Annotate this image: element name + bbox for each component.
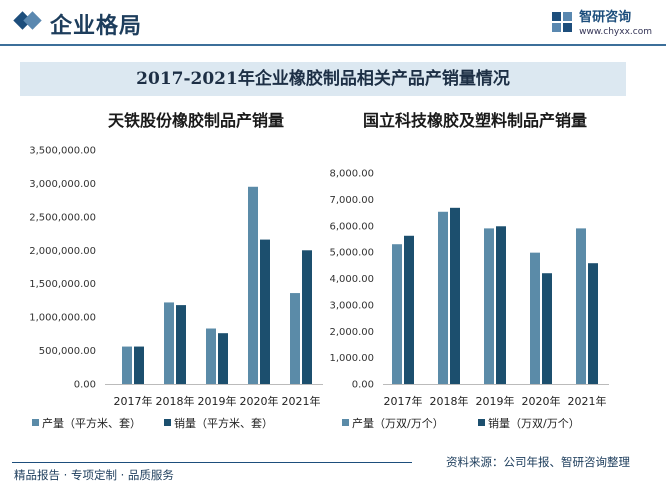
chart1-bar-sales [134,346,144,384]
chart2-bar-sales [496,226,506,384]
chart2-ytick-label: 8,000.00 [329,169,374,180]
chart1-bar-production [206,328,216,384]
chart1-legend-swatch [32,419,39,426]
chart1-category-label: 2021年 [282,394,321,408]
chart2-ytick-label: 4,000.00 [329,274,374,285]
chart2-ytick-label: 7,000.00 [329,195,374,206]
chart2-legend-swatch [478,419,485,426]
chart2-legend-label: 产量（万双/万个） [352,416,444,430]
chart1-ytick-label: 500,000.00 [39,346,96,357]
chart1-bar-production [248,186,258,384]
footer-divider [12,462,412,463]
chart1-bar-production [164,302,174,384]
chart2-bar-production [576,228,586,384]
page-header: 企业格局 智研咨询 www.chyxx.com [0,0,666,46]
chart1-bar-sales [176,305,186,384]
chart2-ytick-label: 3,000.00 [329,300,374,311]
chart1-legend-label: 产量（平方米、套） [42,416,141,430]
chart2-category-label: 2020年 [522,394,561,408]
brand-url: www.chyxx.com [579,27,652,37]
chart2-category-label: 2019年 [476,394,515,408]
chart1-ytick-label: 1,000,000.00 [29,313,96,324]
chart1-ytick-label: 2,000,000.00 [29,246,96,257]
figure-banner-title: 2017-2021年企业橡胶制品相关产品产销量情况 [20,62,626,96]
chart2-ytick-label: 1,000.00 [329,353,374,364]
chart1-bar-sales [302,250,312,384]
chart2-bar-sales [404,235,414,384]
brand-logo-icon [552,12,573,32]
chart2-bar-production [438,211,448,384]
chart1-bar-production [122,346,132,384]
page-title: 企业格局 [50,14,143,39]
chart2-ytick-label: 5,000.00 [329,248,374,259]
chart2-ytick-label: 6,000.00 [329,221,374,232]
chart1-ytick-label: 2,500,000.00 [29,212,96,223]
chart2-legend-swatch [342,419,349,426]
chart2-bar-sales [450,207,460,384]
chart1-ytick-label: 1,500,000.00 [29,279,96,290]
chart1-ytick-label: 3,000,000.00 [29,179,96,190]
brand-block: 智研咨询 www.chyxx.com [552,10,652,38]
chart2-category-label: 2018年 [430,394,469,408]
chart1-bar-sales [260,239,270,384]
chart2-bar-sales [542,273,552,384]
chart1-category-label: 2019年 [198,394,237,408]
header-divider [0,44,666,46]
chart1-category-label: 2020年 [240,394,279,408]
chart2-bar-production [392,244,402,384]
chart1-title: 天铁股份橡胶制品产销量 [107,111,284,130]
footer-source: 资料来源：公司年报、智研咨询整理 [446,455,630,469]
chart1-legend-label: 销量（平方米、套） [174,416,273,430]
chart1-bar-production [290,293,300,384]
brand-name: 智研咨询 [579,10,632,25]
chart2-ytick-label: 2,000.00 [329,327,374,338]
chart2-ytick-label: 0.00 [352,380,374,391]
chart2-title: 国立科技橡胶及塑料制品产销量 [362,111,587,130]
chart2-legend-label: 销量（万双/万个） [488,416,580,430]
chart2-bar-production [530,252,540,384]
chart1-category-label: 2017年 [114,394,153,408]
chart1-bar-sales [218,333,228,384]
chart1-legend-swatch [164,419,171,426]
chart1-category-label: 2018年 [156,394,195,408]
chart2-category-label: 2021年 [568,394,607,408]
chart1-ytick-label: 3,500,000.00 [29,146,96,157]
chart2-category-label: 2017年 [384,394,423,408]
footer-tagline: 精品报告 · 专项定制 · 品质服务 [14,468,174,482]
chart1-ytick-label: 0.00 [74,380,96,391]
chart2-bar-sales [588,263,598,384]
chart2-bar-production [484,228,494,384]
